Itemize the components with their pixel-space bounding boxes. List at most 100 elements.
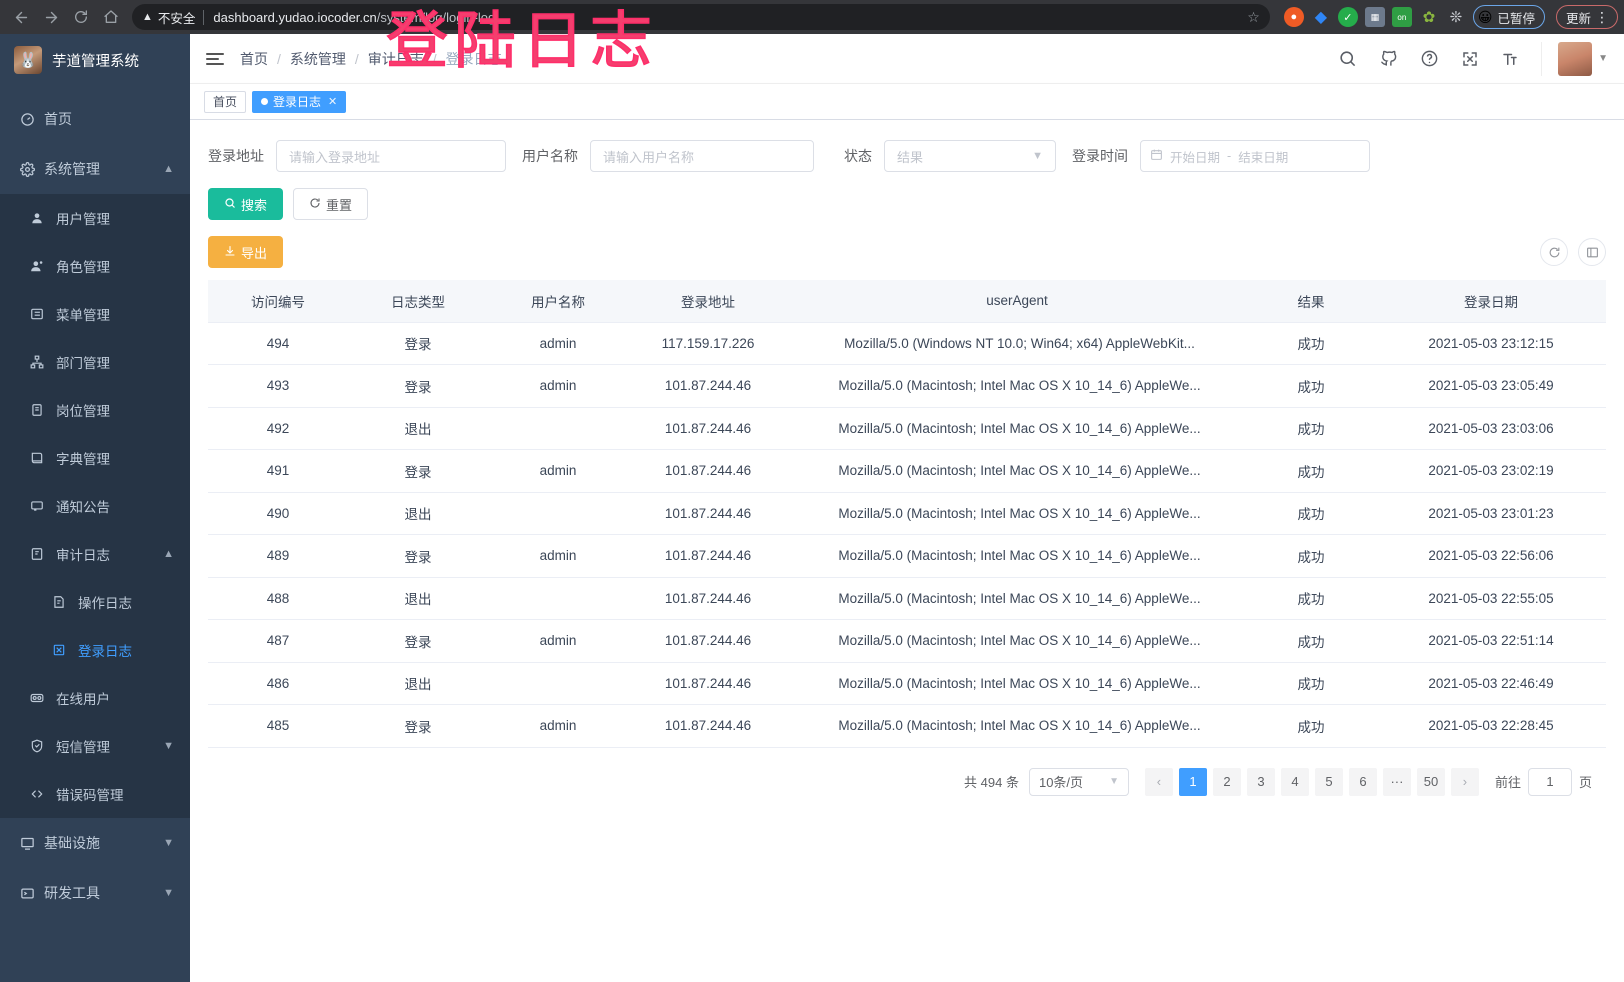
status-select[interactable]: 结果 ▼ [884, 140, 1056, 172]
refresh-round-icon[interactable] [1540, 238, 1568, 266]
breadcrumb-item-audit[interactable]: 审计日志 [367, 50, 424, 67]
sidebar-item-post-mgmt[interactable]: 岗位管理 [0, 386, 190, 434]
pagination-page-2[interactable]: 2 [1212, 767, 1241, 796]
kebab-menu-icon[interactable]: ⋮ [1595, 9, 1609, 25]
reload-icon[interactable] [66, 2, 96, 32]
sidebar-item-label: 岗位管理 [56, 404, 110, 419]
extension-blue-doc-icon[interactable]: ▦ [1364, 7, 1385, 27]
breadcrumb-item-home[interactable]: 首页 [240, 50, 268, 67]
search-button[interactable]: 搜索 [208, 188, 284, 220]
sidebar-item-label: 研发工具 [44, 885, 100, 901]
row-date: 2021-05-03 23:12:15 [1376, 322, 1606, 365]
sidebar-item-error-code[interactable]: 错误码管理 [0, 770, 190, 818]
hamburger-icon[interactable] [206, 52, 224, 65]
table-row[interactable]: 487 登录 admin 101.87.244.46 Mozilla/5.0 (Maci… [208, 619, 1606, 663]
breadcrumb-item-system[interactable]: 系统管理 [289, 50, 346, 67]
export-button[interactable]: 导出 [208, 236, 284, 268]
table-row[interactable]: 486 退出 101.87.244.46 Mozilla/5.0 (Macintosh… [208, 662, 1606, 705]
pagination-next[interactable]: › [1450, 767, 1479, 796]
sidebar-item-user-mgmt[interactable]: 用户管理 [0, 194, 190, 242]
pagination-page-5[interactable]: 5 [1314, 767, 1343, 796]
sidebar-item-dept-mgmt[interactable]: 部门管理 [0, 338, 190, 386]
pagination-page-···[interactable]: ··· [1382, 767, 1411, 796]
sidebar-item-label: 基础设施 [44, 835, 100, 851]
paused-status-badge[interactable]: 😀 已暂停 [1472, 5, 1545, 29]
pagination-page-6[interactable]: 6 [1348, 767, 1377, 796]
row-date: 2021-05-03 23:01:23 [1376, 492, 1606, 535]
field-label: 登录时间 [1072, 148, 1128, 164]
table-row[interactable]: 493 登录 admin 101.87.244.46 Mozilla/5.0 (Maci… [208, 364, 1606, 408]
sidebar-item-online-user[interactable]: 在线用户 [0, 674, 190, 722]
row-user [488, 492, 628, 535]
sidebar-item-infrastructure[interactable]: 基础设施 ▼ [0, 818, 190, 868]
address-bar[interactable]: ▲ 不安全 dashboard.yudao.iocoder.cn/system/… [132, 4, 1270, 30]
sidebar-item-label: 审计日志 [56, 548, 110, 563]
page-size-select[interactable]: 10条/页 ▼ [1028, 767, 1129, 796]
pagination-page-1[interactable]: 1 [1178, 767, 1207, 796]
table-row[interactable]: 492 退出 101.87.244.46 Mozilla/5.0 (Macintosh… [208, 407, 1606, 450]
row-date: 2021-05-03 23:02:19 [1376, 449, 1606, 493]
reset-button[interactable]: 重置 [293, 188, 369, 220]
row-user: admin [488, 364, 628, 408]
pagination-page-50[interactable]: 50 [1416, 767, 1445, 796]
pagination-page-3[interactable]: 3 [1246, 767, 1275, 796]
extension-blue-diamond-icon[interactable]: ◆ [1314, 9, 1328, 26]
sidebar-item-role-mgmt[interactable]: 角色管理 [0, 242, 190, 290]
home-icon[interactable] [96, 2, 126, 32]
date-range-picker[interactable]: 开始日期 - 结束日期 [1140, 140, 1370, 172]
chevron-down-icon[interactable]: ▼ [1598, 53, 1608, 64]
field-username: 用户名称 请输入用户名称 [522, 140, 814, 172]
extension-puzzle-icon[interactable]: ❊ [1449, 9, 1463, 26]
pagination-prev[interactable]: ‹ [1144, 767, 1173, 796]
field-label: 状态 [844, 148, 872, 164]
row-type: 退出 [348, 492, 488, 535]
fullscreen-icon[interactable] [1461, 50, 1479, 68]
close-icon[interactable]: ✕ [328, 96, 338, 108]
sidebar-item-audit-log[interactable]: 审计日志 ▲ [0, 530, 190, 578]
forward-arrow-icon[interactable] [36, 2, 66, 32]
row-id: 487 [208, 619, 348, 663]
update-button[interactable]: 更新 ⋮ [1555, 5, 1618, 29]
tag-home[interactable]: 首页 [204, 90, 247, 113]
sidebar-item-login-log[interactable]: 登录日志 [0, 626, 190, 674]
row-useragent: Mozilla/5.0 (Macintosh; Intel Mac OS X 1… [788, 492, 1246, 535]
pagination-page-4[interactable]: 4 [1280, 767, 1309, 796]
row-ip: 101.87.244.46 [628, 449, 788, 493]
font-size-icon[interactable] [1501, 50, 1519, 68]
extension-green-check-icon[interactable]: ✓ [1337, 7, 1358, 27]
sidebar-menu: 首页 系统管理 ▲ 用户管理 角色管理 [0, 86, 190, 918]
columns-settings-icon[interactable] [1578, 238, 1606, 266]
sidebar-item-dict-mgmt[interactable]: 字典管理 [0, 434, 190, 482]
dev-tools-icon [16, 886, 38, 901]
goto-input[interactable]: 1 [1527, 767, 1572, 796]
table-row[interactable]: 488 退出 101.87.244.46 Mozilla/5.0 (Macintosh… [208, 577, 1606, 620]
sidebar-item-notice[interactable]: 通知公告 [0, 482, 190, 530]
sidebar-item-sms-mgmt[interactable]: 短信管理 ▼ [0, 722, 190, 770]
table-row[interactable]: 494 登录 admin 117.159.17.226 Mozilla/5.0 (Win… [208, 322, 1606, 365]
sidebar-item-menu-mgmt[interactable]: 菜单管理 [0, 290, 190, 338]
extension-leaf-icon[interactable]: ✿ [1422, 9, 1436, 26]
table-row[interactable]: 490 退出 101.87.244.46 Mozilla/5.0 (Macintosh… [208, 492, 1606, 535]
username-input[interactable]: 请输入用户名称 [590, 140, 814, 172]
row-user: admin [488, 322, 628, 365]
sidebar-brand[interactable]: 🐰 芋道管理系统 [0, 34, 190, 86]
table-row[interactable]: 491 登录 admin 101.87.244.46 Mozilla/5.0 (Maci… [208, 449, 1606, 493]
back-arrow-icon[interactable] [6, 2, 36, 32]
extension-grammar-on-icon[interactable]: on [1391, 7, 1412, 27]
sidebar-item-dev-tools[interactable]: 研发工具 ▼ [0, 868, 190, 918]
search-icon[interactable] [1338, 49, 1357, 68]
row-type: 登录 [348, 619, 488, 663]
avatar[interactable]: ▼ [1541, 41, 1608, 76]
sidebar-item-home[interactable]: 首页 [0, 94, 190, 144]
login-address-input[interactable]: 请输入登录地址 [276, 140, 506, 172]
sidebar-item-operation-log[interactable]: 操作日志 [0, 578, 190, 626]
refresh-icon [309, 197, 321, 212]
github-icon[interactable] [1379, 49, 1398, 68]
star-icon[interactable]: ☆ [1247, 8, 1260, 25]
table-row[interactable]: 485 登录 admin 101.87.244.46 Mozilla/5.0 (Maci… [208, 704, 1606, 748]
sidebar-item-system[interactable]: 系统管理 ▲ [0, 144, 190, 194]
tag-login-log[interactable]: 登录日志 ✕ [252, 90, 347, 113]
extension-orange-circle-icon[interactable]: ● [1283, 7, 1304, 27]
table-row[interactable]: 489 登录 admin 101.87.244.46 Mozilla/5.0 (Maci… [208, 534, 1606, 578]
help-icon[interactable] [1420, 49, 1439, 68]
